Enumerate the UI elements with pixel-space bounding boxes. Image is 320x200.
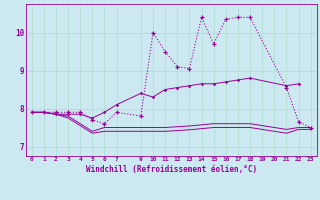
- X-axis label: Windchill (Refroidissement éolien,°C): Windchill (Refroidissement éolien,°C): [86, 165, 257, 174]
